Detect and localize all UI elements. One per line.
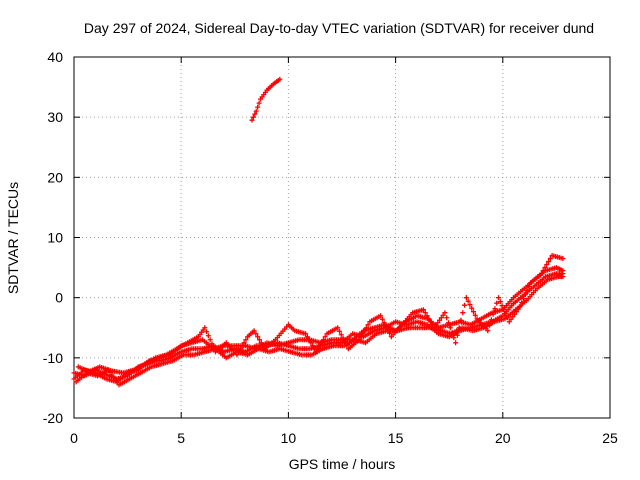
x-tick-label: 0 xyxy=(70,430,78,446)
x-tick-label: 5 xyxy=(177,430,185,446)
axis-ticks: 0 5 10 15 20 25 -20 -10 0 10 20 30 40 xyxy=(43,49,618,446)
y-tick-label: 0 xyxy=(55,290,63,306)
y-tick-label: 10 xyxy=(47,230,63,246)
data-point xyxy=(448,325,453,330)
data-point xyxy=(444,315,449,320)
x-tick-label: 25 xyxy=(602,430,618,446)
y-tick-label: 40 xyxy=(47,49,63,65)
y-axis-label: SDTVAR / TECUs xyxy=(5,182,21,294)
y-tick-label: -10 xyxy=(43,350,63,366)
series-band-c xyxy=(76,253,566,375)
series-band-d xyxy=(74,274,566,387)
chart-title: Day 297 of 2024, Sidereal Day-to-day VTE… xyxy=(84,20,594,36)
y-tick-label: 30 xyxy=(47,109,63,125)
x-tick-label: 15 xyxy=(388,430,404,446)
data-point xyxy=(460,310,465,315)
data-point xyxy=(453,340,458,345)
y-tick-label: 20 xyxy=(47,169,63,185)
y-tick-label: -20 xyxy=(43,410,63,426)
x-tick-label: 20 xyxy=(495,430,511,446)
x-axis-label: GPS time / hours xyxy=(289,456,396,472)
x-tick-label: 10 xyxy=(281,430,297,446)
data-point xyxy=(492,306,497,311)
chart: Day 297 of 2024, Sidereal Day-to-day VTE… xyxy=(0,0,640,480)
data-series xyxy=(72,77,566,388)
series-upper-arc xyxy=(249,77,282,123)
data-point xyxy=(462,303,467,308)
